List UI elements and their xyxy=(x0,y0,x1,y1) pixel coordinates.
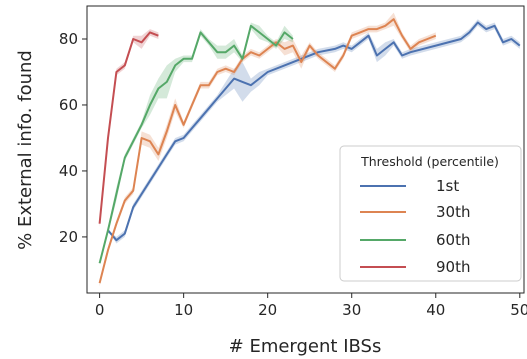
y-tick-label: 40 xyxy=(59,162,78,180)
legend-label-1st: 1st xyxy=(436,177,459,195)
x-axis-ticks: 0 10 20 30 40 50 xyxy=(95,293,527,319)
series-line-30th xyxy=(98,18,437,284)
x-tick-label: 0 xyxy=(95,301,105,319)
x-tick-label: 30 xyxy=(342,301,361,319)
x-tick-label: 20 xyxy=(258,301,277,319)
series-line-90th xyxy=(98,31,159,224)
y-axis-label: % External info. found xyxy=(15,50,36,250)
y-tick-label: 60 xyxy=(59,96,78,114)
x-axis-label: # Emergent IBSs xyxy=(229,336,382,357)
series-line-1st xyxy=(107,21,521,242)
band-60th xyxy=(99,22,293,264)
legend-title: Threshold (percentile) xyxy=(360,154,499,169)
series-lines xyxy=(98,18,521,284)
legend-label-60th: 60th xyxy=(436,231,470,249)
legend-label-30th: 30th xyxy=(436,203,470,221)
y-axis-ticks: 20 40 60 80 xyxy=(59,30,87,246)
y-tick-label: 80 xyxy=(59,30,78,48)
legend: Threshold (percentile) 1st 30th 60th 90t… xyxy=(339,145,522,282)
x-tick-label: 50 xyxy=(510,301,527,319)
y-tick-label: 20 xyxy=(59,228,78,246)
series-line-60th xyxy=(98,24,294,264)
plot-frame xyxy=(86,5,525,294)
x-tick-label: 10 xyxy=(174,301,193,319)
legend-label-90th: 90th xyxy=(436,258,470,276)
x-tick-label: 40 xyxy=(426,301,445,319)
legend-box xyxy=(339,145,522,282)
